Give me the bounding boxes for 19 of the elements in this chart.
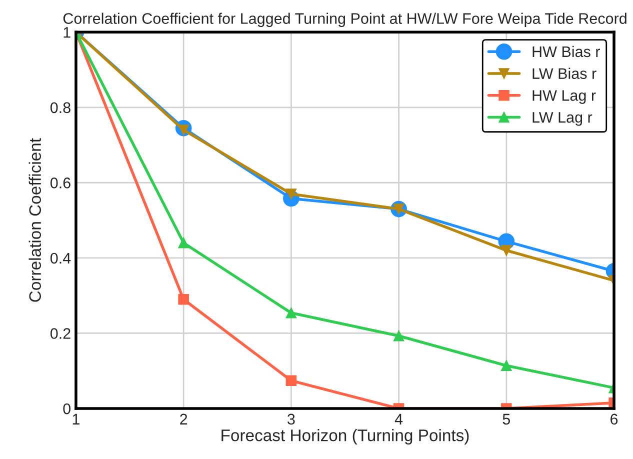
y-tick-label: 0.6 [50,178,70,188]
y-tick-label: 0.8 [50,102,70,114]
x-tick-label: 1 [72,414,80,424]
y-tick-label: 0.4 [50,252,71,264]
x-axis-title: Forecast Horizon (Turning Points) [222,429,469,445]
legend-label: HW Bias r [532,46,600,58]
y-tick-label: 1 [64,27,70,38]
x-tick-label: 2 [180,414,188,424]
y-tick-label: 0.2 [50,328,70,339]
legend-label: LW Bias r [532,68,596,79]
x-tick-label: 6 [610,414,618,425]
y-tick-label: 0 [63,403,70,414]
x-tick-label: 3 [288,414,295,425]
x-tick-label: 4 [394,414,403,424]
legend-label: LW Lag r [532,112,592,126]
x-tick-label: 5 [502,414,510,425]
y-axis-title: Correlation Coefficient [28,138,42,302]
chart-title: Correlation Coefficient for Lagged Turning Point at HW/LW Fore Weipa Tide Record [63,12,626,27]
legend-label: HW Lag r [532,90,596,104]
